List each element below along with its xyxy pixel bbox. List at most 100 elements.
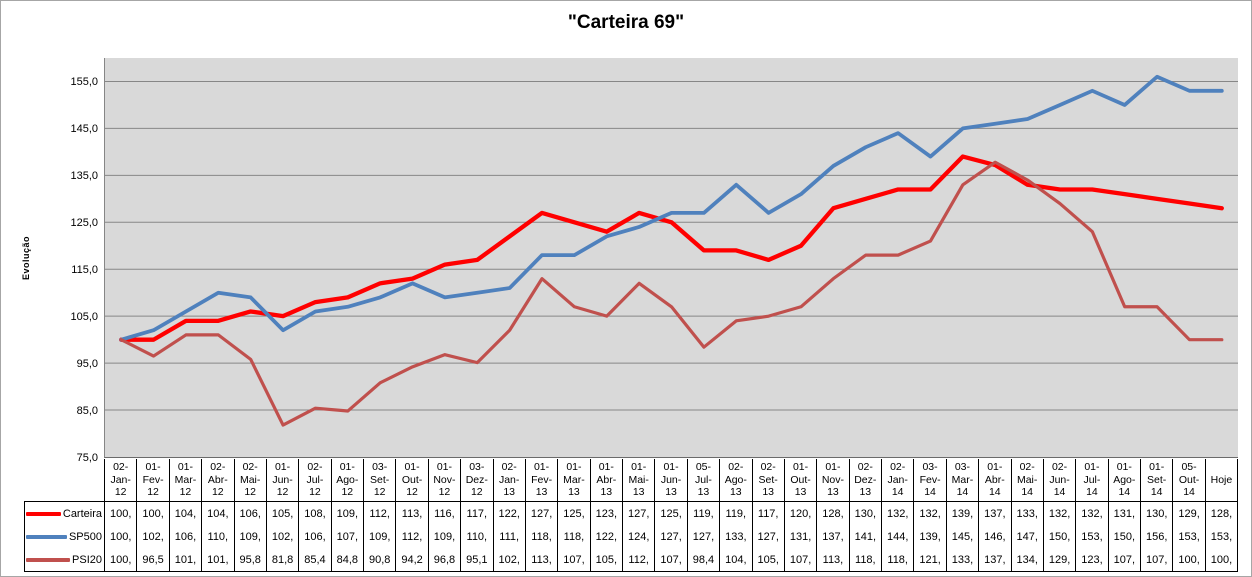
table-cell: 132, [1042, 502, 1075, 525]
x-axis-label-line: 01- [987, 461, 1003, 474]
table-cell: 150, [1107, 525, 1140, 548]
table-cell: 128, [1204, 502, 1237, 525]
x-axis-label-line: 02- [113, 461, 129, 474]
legend-label: PSI20 [72, 553, 102, 566]
table-cell: 104, [201, 502, 233, 525]
x-axis-label-line: 13 [665, 486, 677, 499]
table-cell: 139, [913, 525, 945, 548]
x-axis-label: 02- Set- 13 [751, 459, 784, 501]
x-axis-label-line: Jun- [1049, 473, 1070, 486]
x-axis-label: 02- Jan- 14 [881, 459, 913, 501]
x-axis-label-line: Set- [758, 473, 778, 486]
x-axis-label-line: Fev- [531, 473, 553, 486]
table-cell: 127, [622, 502, 654, 525]
table-cell: 85,4 [298, 548, 330, 571]
table-cell: 153, [1204, 525, 1237, 548]
table-cell: 109, [427, 525, 460, 548]
y-tick-label: 145,0 [70, 122, 98, 135]
x-axis-label-line: 13 [729, 486, 742, 499]
table-cell: 153, [1172, 525, 1204, 548]
legend-label: Carteira [62, 507, 102, 520]
x-axis-label-line: Jun- [272, 473, 293, 486]
x-axis-label-line: Jan- [498, 473, 520, 486]
table-cell: 107, [1140, 548, 1172, 571]
x-axis-label-line: 12 [276, 486, 289, 499]
series-line-carteira [119, 154, 1224, 342]
legend-label: SP500 [68, 530, 102, 543]
x-axis-label-line: 12 [341, 486, 354, 499]
x-axis-label-line: 02- [307, 461, 323, 474]
x-axis-label-line: 14 [956, 486, 969, 499]
x-axis-label-line: 14 [1183, 486, 1195, 499]
table-cell: 133, [945, 548, 978, 571]
table-cell: 107, [783, 548, 816, 571]
table-cell: 84,8 [330, 548, 363, 571]
x-axis-label-line: Mai- [1016, 473, 1038, 486]
table-cell: 81,8 [265, 548, 298, 571]
table-cell: 132, [1075, 502, 1107, 525]
x-axis-label-line: 01- [274, 461, 291, 474]
x-axis-label-line: Hoje [1210, 473, 1233, 486]
table-cell: 112, [395, 525, 427, 548]
table-cell: 98,4 [686, 548, 719, 571]
table-cell: 102, [265, 525, 298, 548]
x-axis-label-line: 02- [890, 461, 906, 474]
table-cell: 113, [816, 548, 848, 571]
x-axis-label-line: Abr- [984, 473, 1005, 486]
table-cell: 110, [460, 525, 492, 548]
x-axis-label-line: Abr- [596, 473, 617, 486]
table-cell: 109, [233, 525, 266, 548]
x-axis-label-line: 01- [177, 461, 194, 474]
table-cell: 96,8 [427, 548, 460, 571]
chart-title: "Carteira 69" [567, 12, 685, 33]
x-axis-label: 05- Jul- 13 [686, 459, 719, 501]
x-axis-label-line: 12 [470, 486, 483, 499]
table-cell: 95,1 [460, 548, 492, 571]
x-axis-label: 02- Jun- 14 [1042, 459, 1075, 501]
table-cell: 109, [330, 502, 363, 525]
table-cell: 105, [589, 548, 622, 571]
x-axis-label-line: 14 [1086, 486, 1098, 499]
x-axis-label: 01- Abr- 13 [589, 459, 622, 501]
x-axis-label-line: 01- [1116, 461, 1132, 474]
x-axis-label-line: Mar- [563, 473, 585, 486]
legend-key-psi20: PSI20 [25, 548, 104, 571]
series-line-sp500 [119, 74, 1224, 342]
x-axis-label: 02- Jan- 13 [492, 459, 525, 501]
table-cell: 100, [136, 502, 168, 525]
x-axis-label-line: 13 [827, 486, 839, 499]
x-axis-label: 01- Fev- 13 [524, 459, 557, 501]
x-axis-label-line: 01- [792, 461, 809, 474]
x-axis-label-line: Jan- [110, 473, 131, 486]
table-cell: 104, [719, 548, 751, 571]
x-axis-label-line: 02- [1051, 461, 1068, 474]
table-cell: 107, [654, 548, 686, 571]
x-axis-label-line: Fev- [142, 473, 164, 486]
x-axis-label: 02- Jul- 12 [298, 459, 330, 501]
table-cell: 133, [1010, 502, 1043, 525]
x-axis-label-line: Fev- [919, 473, 941, 486]
data-table: Carteira 100, 100, 104, 104, 106, 105, 108, 109,… [24, 501, 1238, 572]
table-cell: 133, [719, 525, 751, 548]
x-axis-label: 05- Out- 14 [1172, 459, 1204, 501]
table-cell: 123, [1075, 548, 1107, 571]
x-axis-label: 01- Fev- 12 [136, 459, 168, 501]
x-axis-label: 01- Out- 13 [783, 459, 816, 501]
x-axis-label-line: 01- [436, 461, 453, 474]
table-cell: 139, [945, 502, 978, 525]
x-axis-label: 01- Mar- 12 [168, 459, 201, 501]
table-cell: 123, [589, 502, 622, 525]
x-axis-label: 01- Abr- 14 [978, 459, 1010, 501]
table-cell: 107, [557, 548, 589, 571]
x-axis-label: 02- Dez- 13 [848, 459, 881, 501]
table-cell: 102, [136, 525, 168, 548]
table-cell: 132, [913, 502, 945, 525]
x-axis-label-line: 02- [501, 461, 517, 474]
x-axis-labels-row: 02- Jan- 12 01- Fev- 12 01- Mar- 12 02- Abr- 12 02- M… [104, 459, 1238, 501]
table-row-psi20: PSI20 100, 96,5 101, 101, 95,8 81,8 85,4 84,8 90,… [25, 548, 1237, 571]
table-cell: 156, [1140, 525, 1172, 548]
y-tick-label: 125,0 [70, 216, 98, 229]
x-axis-label-line: Nov- [821, 473, 845, 486]
table-cell: 130, [848, 502, 881, 525]
table-cell: 101, [168, 548, 201, 571]
